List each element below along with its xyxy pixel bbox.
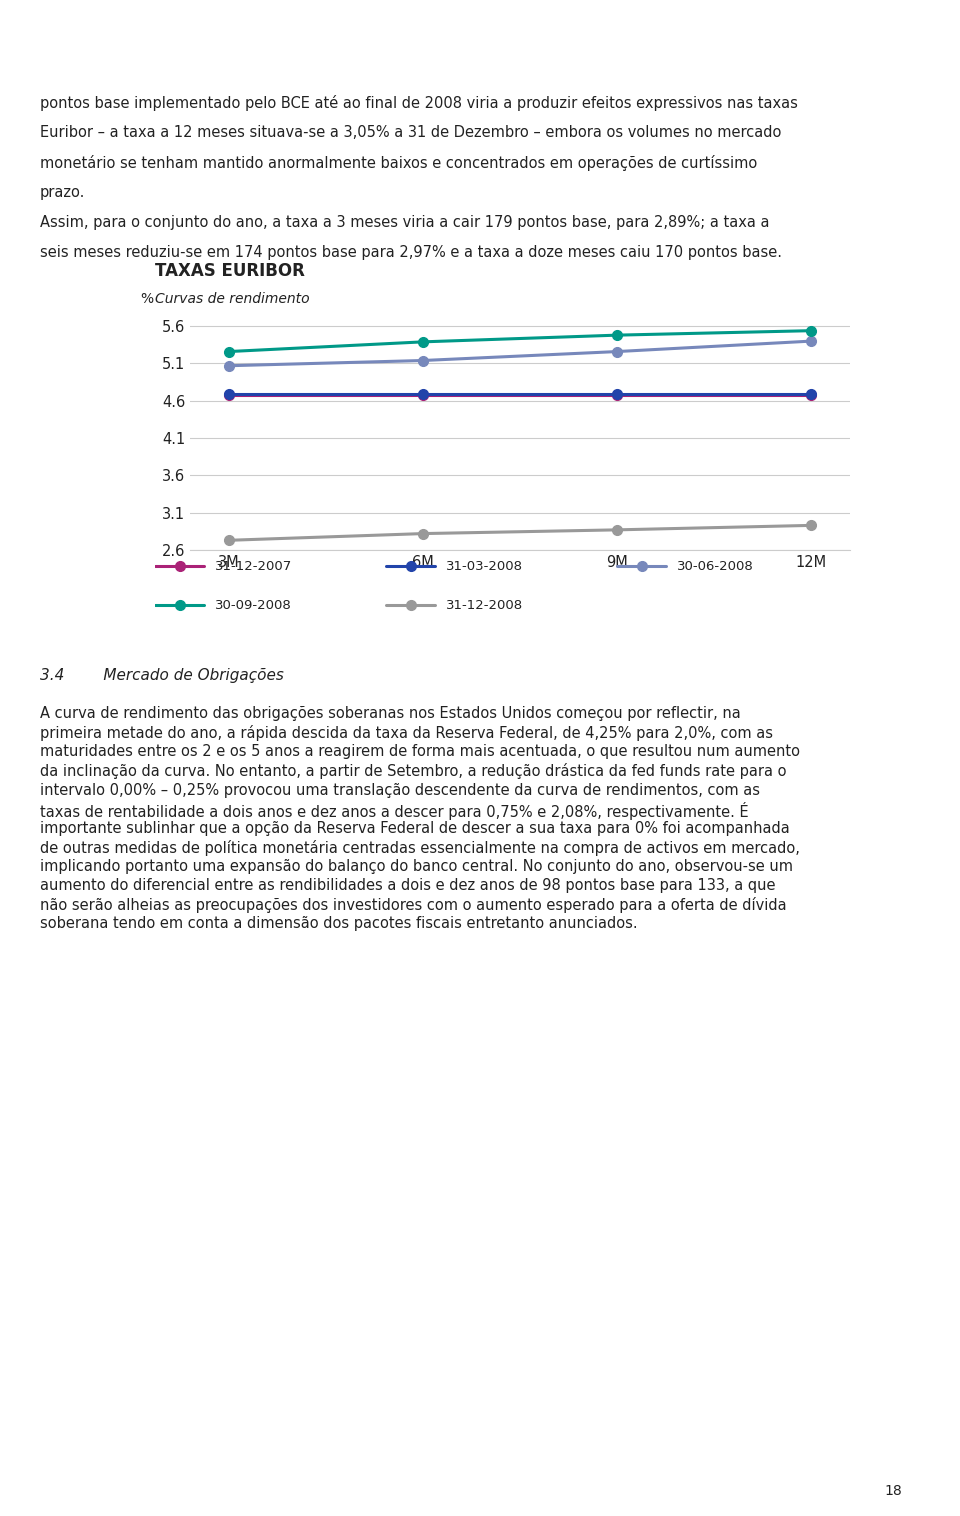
Text: implicando portanto uma expansão do balanço do banco central. No conjunto do ano: implicando portanto uma expansão do bala…: [40, 860, 793, 875]
30-09-2008: [612, 326, 623, 344]
30-06-2008: [418, 352, 429, 370]
Text: intervalo 0,00% – 0,25% provocou uma translação descendente da curva de rendimen: intervalo 0,00% – 0,25% provocou uma tra…: [40, 782, 760, 797]
Text: 31-12-2008: 31-12-2008: [445, 599, 522, 612]
Text: não serão alheias as preocupações dos investidores com o aumento esperado para a: não serão alheias as preocupações dos in…: [40, 897, 786, 913]
Text: Curvas de rendimento: Curvas de rendimento: [155, 293, 310, 306]
Text: de outras medidas de política monetária centradas essencialmente na compra de ac: de outras medidas de política monetária …: [40, 840, 800, 857]
30-06-2008: [612, 343, 623, 361]
Text: Euribor – a taxa a 12 meses situava-se a 3,05% a 31 de Dezembro – embora os volu: Euribor – a taxa a 12 meses situava-se a…: [40, 124, 781, 139]
Text: primeira metade do ano, a rápida descida da taxa da Reserva Federal, de 4,25% pa: primeira metade do ano, a rápida descida…: [40, 725, 773, 741]
Line: 30-06-2008: 30-06-2008: [224, 337, 816, 370]
31-03-2008: [612, 385, 623, 403]
31-12-2007: [805, 385, 817, 403]
31-12-2007: [418, 385, 429, 403]
Line: 31-03-2008: 31-03-2008: [224, 390, 816, 399]
Text: monetário se tenham mantido anormalmente baixos e concentrados em operações de c: monetário se tenham mantido anormalmente…: [40, 155, 757, 171]
Line: 31-12-2007: 31-12-2007: [224, 390, 816, 400]
Text: prazo.: prazo.: [40, 185, 85, 200]
31-03-2008: [223, 385, 234, 403]
Text: 18: 18: [885, 1484, 902, 1498]
31-12-2007: [612, 385, 623, 403]
Line: 30-09-2008: 30-09-2008: [224, 326, 816, 356]
Text: maturidades entre os 2 e os 5 anos a reagirem de forma mais acentuada, o que res: maturidades entre os 2 e os 5 anos a rea…: [40, 744, 800, 760]
Line: 31-12-2008: 31-12-2008: [224, 520, 816, 546]
31-12-2008: [223, 531, 234, 549]
30-09-2008: [418, 332, 429, 350]
Text: taxas de rentabilidade a dois anos e dez anos a descer para 0,75% e 2,08%, respe: taxas de rentabilidade a dois anos e dez…: [40, 802, 749, 820]
31-03-2008: [418, 385, 429, 403]
Text: 30-06-2008: 30-06-2008: [677, 559, 754, 573]
Text: 31-12-2007: 31-12-2007: [214, 559, 292, 573]
Text: TAXAS EURIBOR: TAXAS EURIBOR: [155, 262, 305, 280]
30-06-2008: [805, 332, 817, 350]
31-03-2008: [805, 385, 817, 403]
Text: importante sublinhar que a opção da Reserva Federal de descer a sua taxa para 0%: importante sublinhar que a opção da Rese…: [40, 820, 790, 835]
Text: A curva de rendimento das obrigações soberanas nos Estados Unidos começou por re: A curva de rendimento das obrigações sob…: [40, 706, 741, 722]
30-09-2008: [223, 343, 234, 361]
30-09-2008: [805, 321, 817, 340]
Text: soberana tendo em conta a dimensão dos pacotes fiscais entretanto anunciados.: soberana tendo em conta a dimensão dos p…: [40, 917, 637, 931]
Text: seis meses reduziu-se em 174 pontos base para 2,97% e a taxa a doze meses caiu 1: seis meses reduziu-se em 174 pontos base…: [40, 246, 782, 261]
Text: 3.4        Mercado de Obrigações: 3.4 Mercado de Obrigações: [40, 667, 284, 682]
31-12-2008: [418, 525, 429, 543]
31-12-2008: [612, 522, 623, 540]
Text: 30-09-2008: 30-09-2008: [214, 599, 291, 612]
Text: Assim, para o conjunto do ano, a taxa a 3 meses viria a cair 179 pontos base, pa: Assim, para o conjunto do ano, a taxa a …: [40, 215, 770, 230]
Text: %: %: [140, 291, 154, 306]
Text: pontos base implementado pelo BCE até ao final de 2008 viria a produzir efeitos : pontos base implementado pelo BCE até ao…: [40, 96, 798, 111]
31-12-2008: [805, 517, 817, 535]
Text: 31-03-2008: 31-03-2008: [445, 559, 522, 573]
31-12-2007: [223, 385, 234, 403]
30-06-2008: [223, 356, 234, 374]
Text: aumento do diferencial entre as rendibilidades a dois e dez anos de 98 pontos ba: aumento do diferencial entre as rendibil…: [40, 878, 776, 893]
Text: da inclinação da curva. No entanto, a partir de Setembro, a redução drástica da : da inclinação da curva. No entanto, a pa…: [40, 764, 786, 779]
